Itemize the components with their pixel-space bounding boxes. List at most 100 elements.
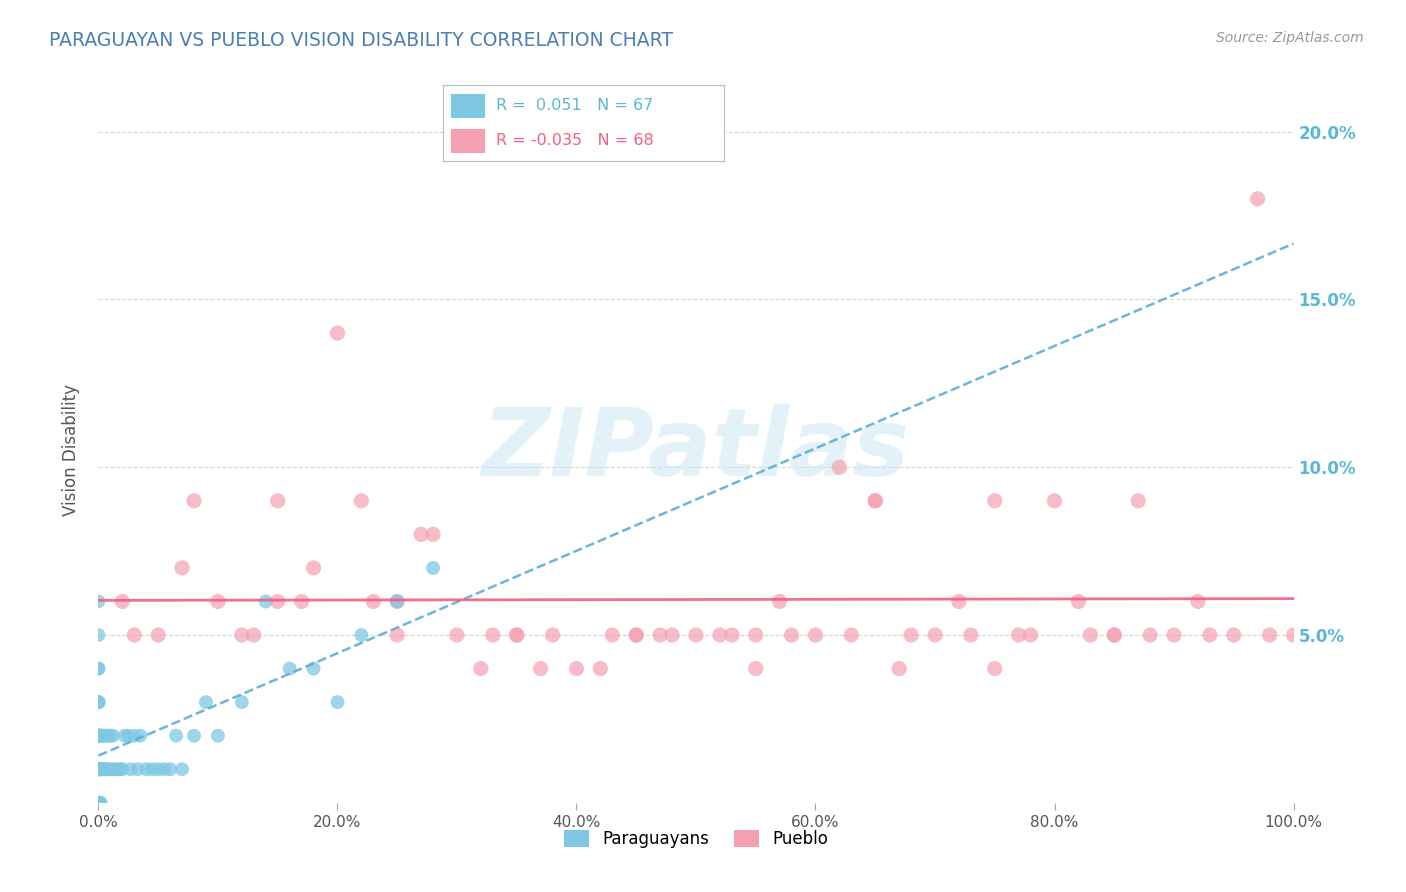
Point — [1008, 628, 1031, 642]
Point — [350, 628, 373, 642]
Point — [721, 628, 744, 642]
Point — [589, 662, 612, 676]
Point — [98, 762, 121, 776]
Point — [481, 628, 505, 642]
Point — [153, 762, 176, 776]
Point — [87, 796, 110, 810]
Point — [804, 628, 827, 642]
Point — [159, 762, 181, 776]
Point — [745, 662, 768, 676]
Point — [1019, 628, 1042, 642]
Point — [124, 729, 146, 743]
Point — [87, 695, 110, 709]
Point — [363, 594, 385, 608]
Point — [172, 762, 194, 776]
Legend: Paraguayans, Pueblo: Paraguayans, Pueblo — [557, 822, 835, 855]
Point — [87, 729, 110, 743]
Point — [960, 628, 983, 642]
Point — [984, 493, 1007, 508]
Text: Source: ZipAtlas.com: Source: ZipAtlas.com — [1216, 31, 1364, 45]
Point — [291, 594, 314, 608]
Point — [87, 796, 110, 810]
Point — [302, 561, 325, 575]
Point — [90, 796, 112, 810]
Point — [96, 762, 118, 776]
Point — [267, 493, 290, 508]
Point — [984, 662, 1007, 676]
FancyBboxPatch shape — [451, 94, 485, 118]
Point — [104, 762, 127, 776]
Point — [254, 594, 277, 608]
Point — [768, 594, 790, 608]
Point — [89, 729, 111, 743]
Point — [541, 628, 564, 642]
Text: ZIPatlas: ZIPatlas — [482, 404, 910, 497]
Point — [124, 628, 146, 642]
Point — [87, 729, 110, 743]
Point — [506, 628, 529, 642]
Point — [87, 762, 110, 776]
Point — [1043, 493, 1066, 508]
Point — [745, 628, 768, 642]
Point — [626, 628, 648, 642]
Point — [87, 662, 110, 676]
Point — [91, 762, 114, 776]
Text: R = -0.035   N = 68: R = -0.035 N = 68 — [496, 133, 654, 147]
Point — [91, 729, 114, 743]
Point — [924, 628, 946, 642]
Point — [889, 662, 911, 676]
Point — [108, 762, 131, 776]
Point — [87, 729, 110, 743]
Point — [94, 762, 117, 776]
Point — [1199, 628, 1222, 642]
Point — [100, 762, 122, 776]
Point — [91, 762, 114, 776]
Text: R =  0.051   N = 67: R = 0.051 N = 67 — [496, 98, 654, 112]
Point — [183, 729, 205, 743]
Point — [97, 729, 120, 743]
Point — [90, 729, 112, 743]
Point — [207, 594, 229, 608]
Point — [267, 594, 290, 608]
Point — [446, 628, 468, 642]
Point — [87, 662, 110, 676]
Point — [602, 628, 624, 642]
Point — [1104, 628, 1126, 642]
Point — [948, 594, 970, 608]
Point — [385, 628, 409, 642]
Point — [87, 762, 110, 776]
Point — [661, 628, 683, 642]
Point — [148, 628, 170, 642]
Point — [865, 493, 887, 508]
Point — [172, 561, 194, 575]
Point — [89, 762, 111, 776]
Point — [87, 762, 110, 776]
Point — [207, 729, 229, 743]
Point — [87, 695, 110, 709]
Point — [841, 628, 863, 642]
Point — [90, 762, 112, 776]
Point — [231, 628, 253, 642]
Point — [183, 493, 205, 508]
Point — [98, 729, 122, 743]
Point — [422, 527, 444, 541]
Point — [231, 695, 253, 709]
Point — [648, 628, 672, 642]
Point — [87, 628, 110, 642]
Point — [326, 695, 349, 709]
Point — [780, 628, 803, 642]
Point — [87, 695, 110, 709]
Point — [127, 762, 149, 776]
Point — [350, 493, 373, 508]
Point — [828, 460, 851, 475]
Point — [93, 762, 115, 776]
Point — [278, 662, 301, 676]
Point — [422, 561, 444, 575]
Point — [111, 762, 134, 776]
Point — [685, 628, 707, 642]
Point — [470, 662, 492, 676]
Point — [141, 762, 163, 776]
Point — [165, 729, 187, 743]
Point — [1067, 594, 1090, 608]
Point — [530, 662, 553, 676]
